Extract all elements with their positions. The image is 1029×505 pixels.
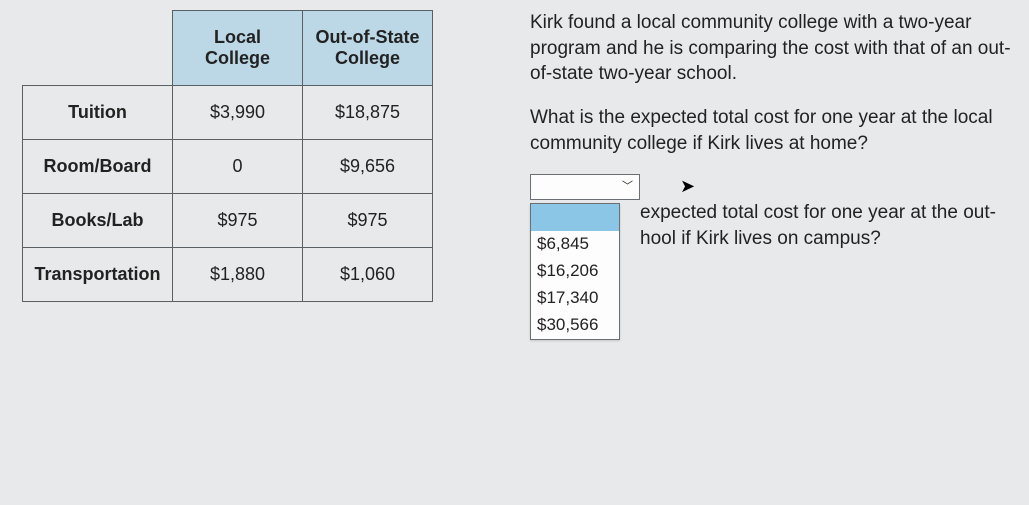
cell-local: $975 <box>173 194 303 248</box>
chevron-down-icon: ﹀ <box>622 180 633 195</box>
table-panel: Local College Out-of-State College Tuiti… <box>10 10 490 495</box>
col-header-local: Local College <box>173 11 303 86</box>
intro-text: Kirk found a local community college wit… <box>530 10 1017 87</box>
cell-oos: $1,060 <box>303 248 433 302</box>
cost-table: Local College Out-of-State College Tuiti… <box>22 10 433 302</box>
answer-select[interactable]: ﹀ <box>530 174 640 200</box>
question-2-wrap: ﹀ ➤ expected total cost for one year at … <box>530 174 1017 251</box>
dropdown-option[interactable]: $6,845 <box>531 231 619 258</box>
cursor-icon: ➤ <box>680 174 695 198</box>
question-2-tail2: hool if Kirk lives on campus? <box>640 228 881 249</box>
row-label: Room/Board <box>23 140 173 194</box>
cell-oos: $18,875 <box>303 86 433 140</box>
table-row: Books/Lab $975 $975 <box>23 194 433 248</box>
row-label: Books/Lab <box>23 194 173 248</box>
page-root: Local College Out-of-State College Tuiti… <box>0 0 1029 505</box>
dropdown-option[interactable]: $17,340 <box>531 285 619 312</box>
question-panel: Kirk found a local community college wit… <box>490 10 1025 495</box>
blank-corner <box>23 11 173 86</box>
cell-oos: $975 <box>303 194 433 248</box>
cell-oos: $9,656 <box>303 140 433 194</box>
q2-fragment-b: hool if Kirk lives on campus? <box>640 228 881 249</box>
dropdown-option[interactable]: $30,566 <box>531 312 619 339</box>
table-row: Room/Board 0 $9,656 <box>23 140 433 194</box>
question-1: What is the expected total cost for one … <box>530 105 1017 156</box>
row-label: Transportation <box>23 248 173 302</box>
col-header-oos: Out-of-State College <box>303 11 433 86</box>
cell-local: 0 <box>173 140 303 194</box>
q2-fragment-a: expected total cost for one year at the … <box>640 202 996 223</box>
dropdown-option[interactable] <box>531 204 619 231</box>
row-label: Tuition <box>23 86 173 140</box>
question-2-tail: expected total cost for one year at the … <box>640 202 996 223</box>
table-row: Transportation $1,880 $1,060 <box>23 248 433 302</box>
cell-local: $3,990 <box>173 86 303 140</box>
dropdown-option[interactable]: $16,206 <box>531 258 619 285</box>
table-row: Tuition $3,990 $18,875 <box>23 86 433 140</box>
answer-dropdown[interactable]: $6,845 $16,206 $17,340 $30,566 <box>530 203 620 340</box>
table-header-row: Local College Out-of-State College <box>23 11 433 86</box>
cell-local: $1,880 <box>173 248 303 302</box>
